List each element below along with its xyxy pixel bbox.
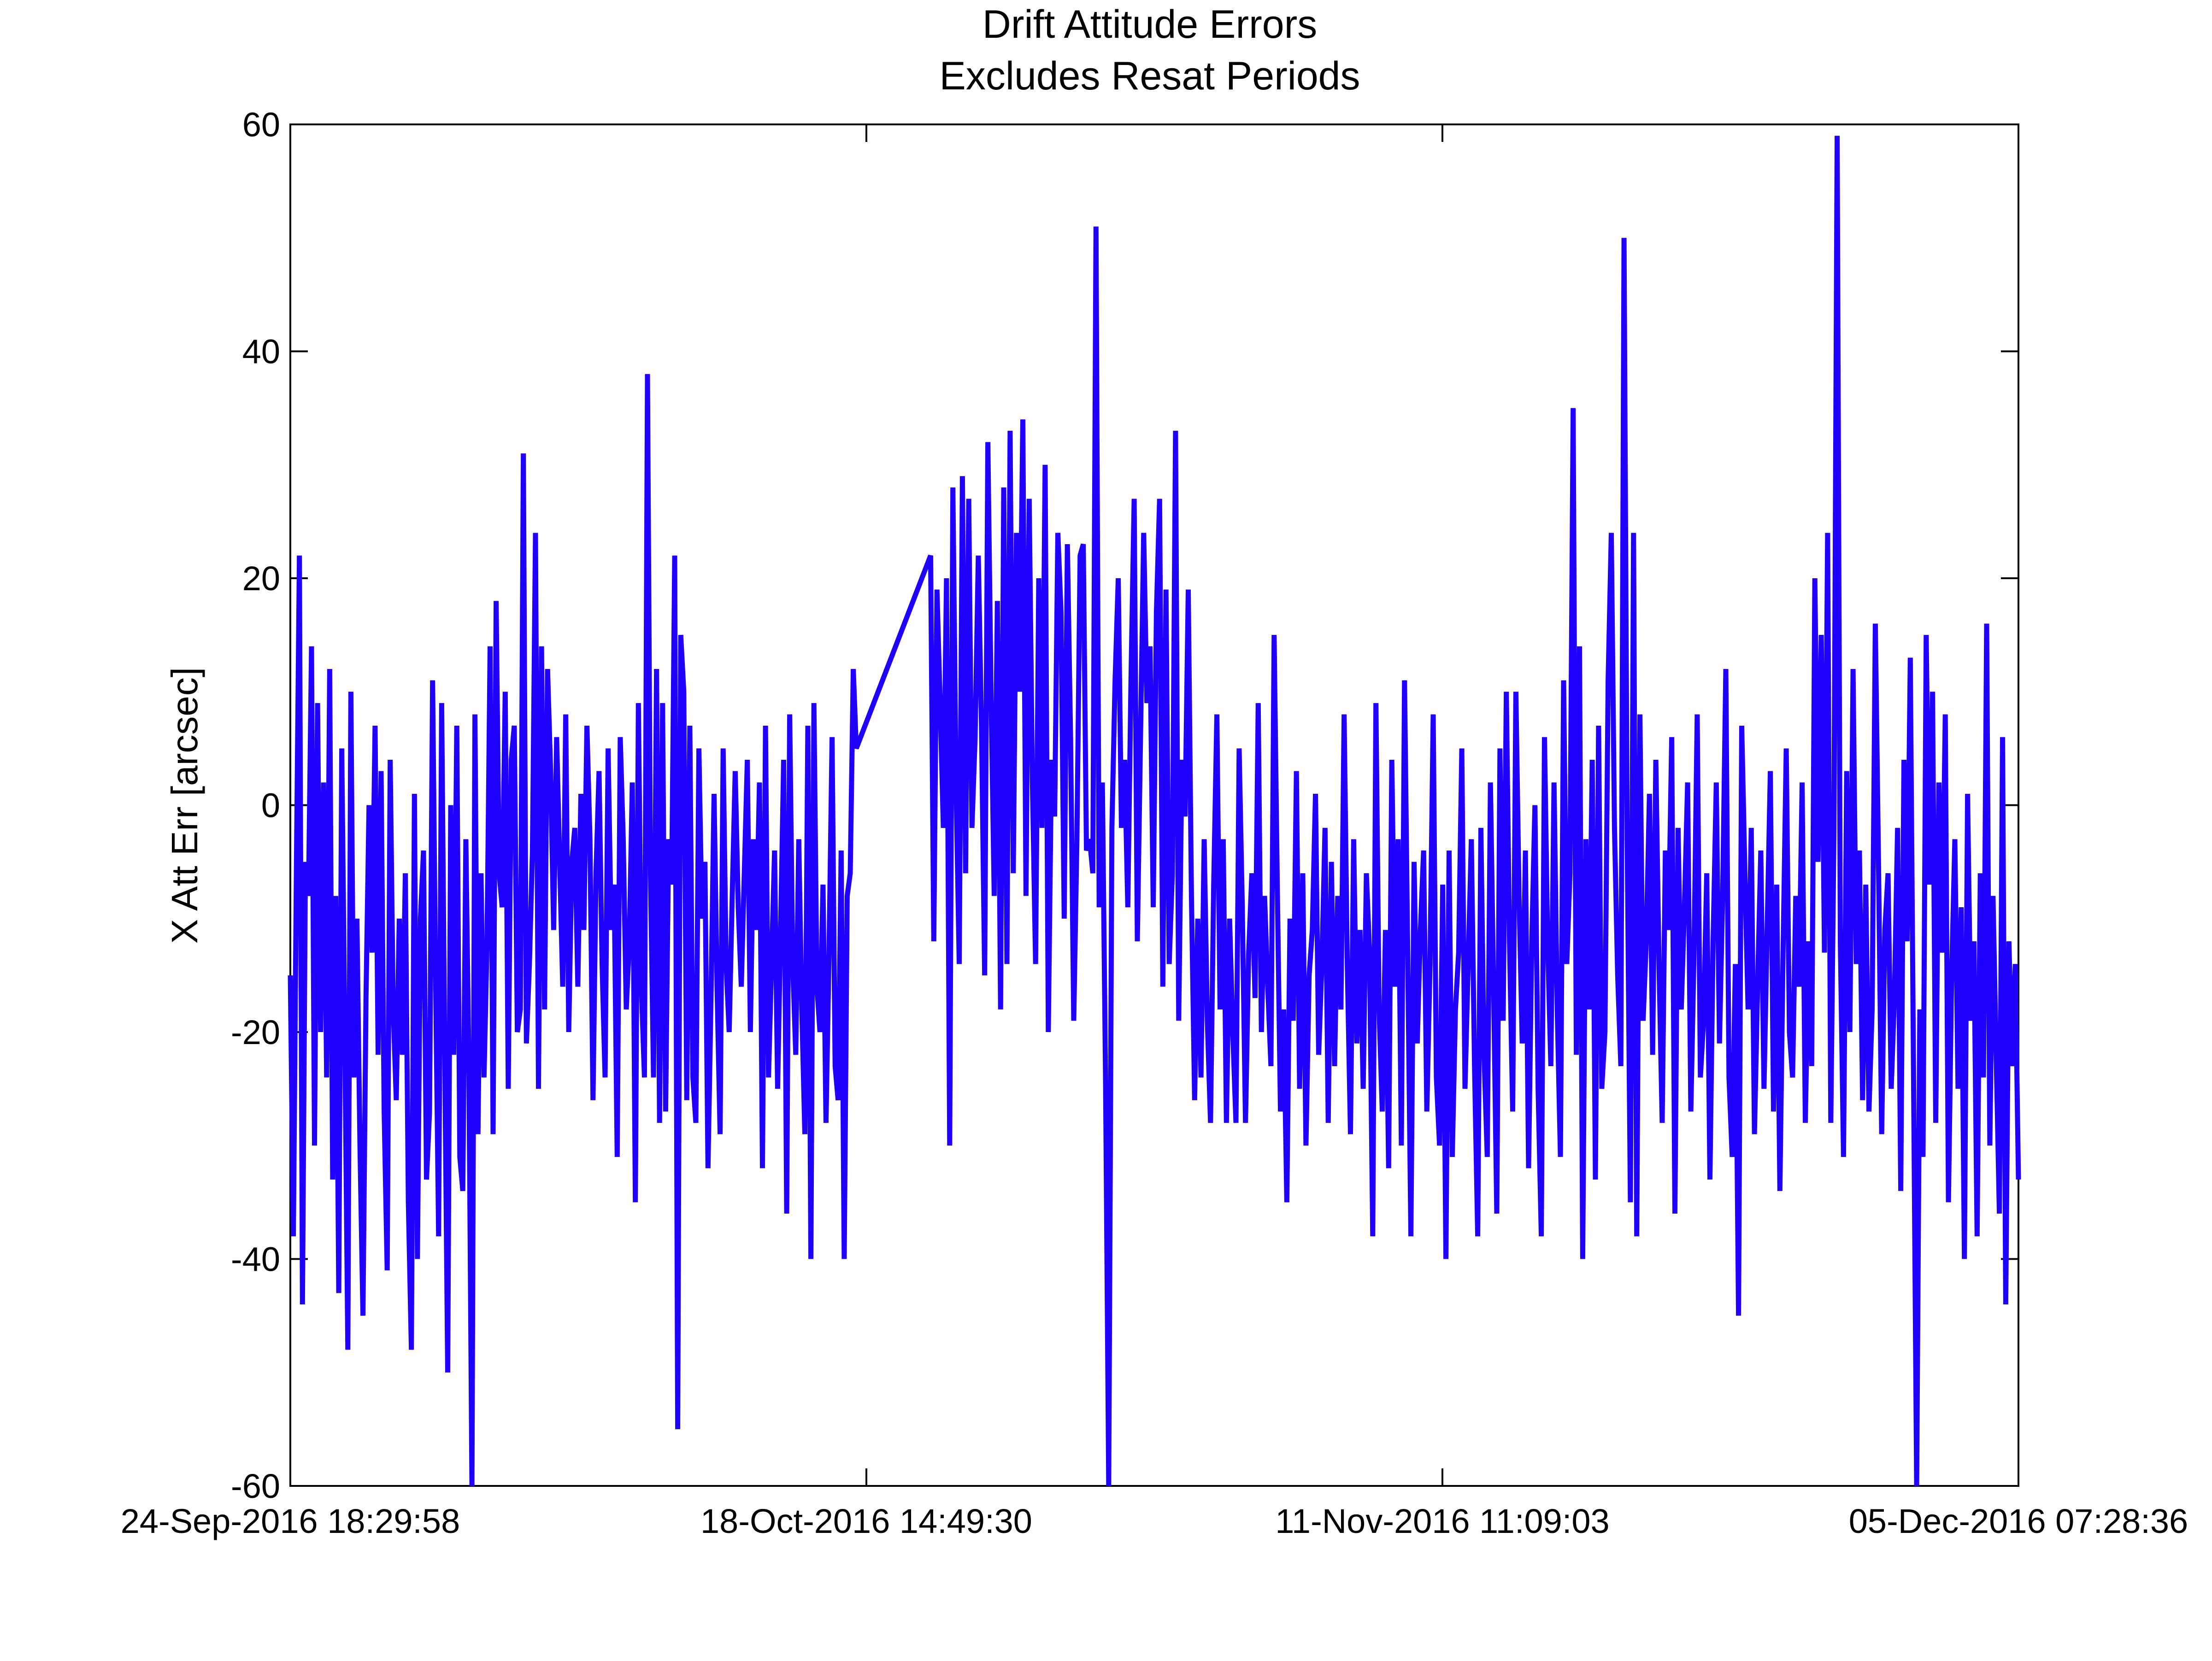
- y-tick-label: -20: [231, 1013, 280, 1051]
- y-tick-labels: 60 40 20 0 -20 -40 -60: [231, 106, 280, 1505]
- y-tick-label: 0: [261, 786, 280, 825]
- x-tick-label: 05-Dec-2016 07:28:36: [1849, 1502, 2188, 1540]
- chart-title-group: Drift Attitude Errors Excludes Resat Per…: [940, 2, 1360, 98]
- y-tick-label: -40: [231, 1240, 280, 1279]
- chart-subtitle: Excludes Resat Periods: [940, 54, 1360, 98]
- y-tick-label: 20: [242, 559, 280, 598]
- y-tick-label: -60: [231, 1467, 280, 1505]
- x-tick-label: 11-Nov-2016 11:09:03: [1275, 1502, 1609, 1540]
- x-tick-labels: 24-Sep-2016 18:29:58 18-Oct-2016 14:49:30…: [121, 1502, 2188, 1540]
- y-tick-label: 60: [242, 106, 280, 144]
- x-tick-label: 18-Oct-2016 14:49:30: [700, 1502, 1032, 1540]
- chart-title: Drift Attitude Errors: [982, 2, 1317, 47]
- y-axis-label: X Att Err [arcsec]: [164, 667, 205, 944]
- y-tick-label: 40: [242, 333, 280, 371]
- x-tick-label: 24-Sep-2016 18:29:58: [121, 1502, 460, 1540]
- series-line: [288, 135, 2021, 1486]
